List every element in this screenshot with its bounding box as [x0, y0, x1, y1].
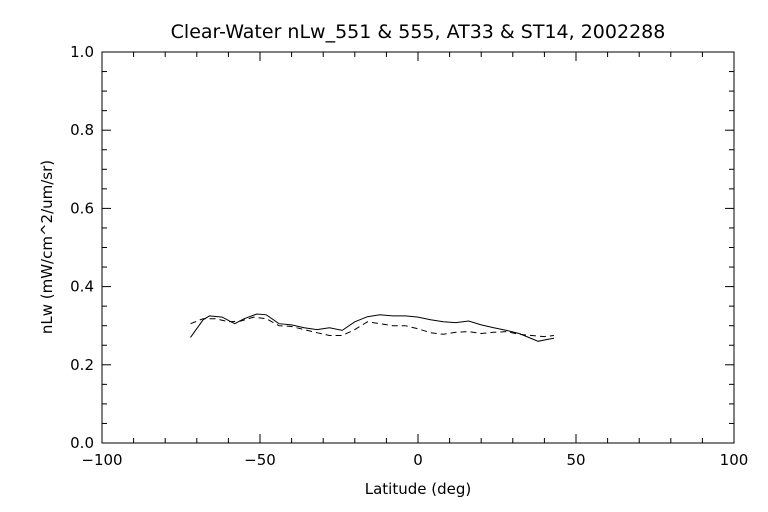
y-tick-label: 0.4 — [70, 278, 94, 296]
series-group — [190, 313, 554, 342]
x-axis-label: Latitude (deg) — [365, 480, 471, 498]
x-tick-label: 100 — [720, 451, 749, 469]
y-tick-label: 0.6 — [70, 199, 94, 217]
ticks — [101, 51, 735, 444]
y-axis-label: nLw (mW/cm^2/um/sr) — [38, 160, 56, 334]
x-tick-label: 50 — [566, 451, 585, 469]
x-tick-label: 0 — [413, 451, 423, 469]
tick-labels: −100 −50 0 50 100 0.0 0.2 0.4 0.6 0.8 1.0 — [70, 43, 748, 469]
series-line-solid — [190, 313, 554, 342]
plot-frame — [101, 51, 735, 444]
series-line-dashed — [190, 316, 554, 338]
x-tick-label: −100 — [81, 451, 122, 469]
x-tick-label: −50 — [244, 451, 276, 469]
y-tick-label: 1.0 — [70, 43, 94, 61]
chart-title: Clear-Water nLw_551 & 555, AT33 & ST14, … — [171, 21, 666, 43]
y-tick-label: 0.2 — [70, 356, 94, 374]
y-tick-label: 0.8 — [70, 121, 94, 139]
y-tick-label: 0.0 — [70, 434, 94, 452]
